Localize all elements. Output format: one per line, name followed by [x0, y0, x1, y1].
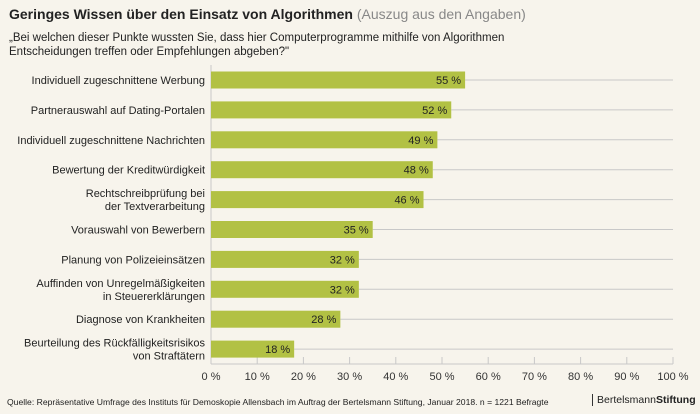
x-tick-label: 60 % [476, 371, 501, 383]
category-label: in Steuererklärungen [103, 291, 205, 303]
bar [211, 161, 433, 179]
survey-question: „Bei welchen dieser Punkte wussten Sie, … [9, 32, 505, 58]
x-tick-label: 10 % [245, 371, 270, 383]
category-label: Planung von Polizeieinsätzen [61, 254, 205, 266]
bar [211, 221, 373, 238]
category-label: Vorauswahl von Bewerbern [71, 225, 205, 237]
bar [211, 101, 452, 119]
logo-part1: Bertelsmann [597, 394, 656, 406]
x-tick-label: 100 % [657, 371, 688, 383]
bar-value-label: 28 % [311, 314, 336, 326]
x-tick-label: 40 % [383, 371, 408, 383]
bar-value-label: 35 % [344, 225, 369, 237]
bar-value-label: 48 % [404, 165, 429, 177]
category-label: Bewertung der Kreditwürdigkeit [52, 165, 205, 177]
bar [211, 191, 424, 209]
bar [211, 250, 359, 268]
bar-value-label: 32 % [330, 284, 355, 296]
category-label: von Straftätern [133, 351, 205, 363]
chart-title: Geringes Wissen über den Einsatz von Alg… [9, 6, 526, 22]
category-label: Individuell zugeschnittene Werbung [32, 75, 205, 87]
bar-value-label: 52 % [422, 105, 447, 117]
x-tick-label: 20 % [291, 371, 316, 383]
title-sub: (Auszug aus den Angaben) [356, 6, 526, 22]
bar-value-label: 46 % [394, 195, 419, 207]
logo-part2: Stiftung [655, 394, 696, 406]
bar [211, 71, 466, 89]
x-tick-label: 0 % [202, 371, 221, 383]
category-label: Diagnose von Krankheiten [76, 314, 205, 326]
bar [211, 340, 295, 358]
category-label: Individuell zugeschnittene Nachrichten [17, 135, 205, 147]
bar-value-label: 32 % [330, 254, 355, 266]
x-tick-label: 50 % [429, 371, 454, 383]
bar-value-label: 55 % [436, 75, 461, 87]
bar [211, 131, 438, 149]
category-label: der Textverarbeitung [105, 201, 205, 213]
category-label: Auffinden von Unregelmäßigkeiten [36, 278, 205, 290]
title-main: Geringes Wissen über den Einsatz von Alg… [9, 6, 353, 22]
x-tick-label: 80 % [568, 371, 593, 383]
x-tick-label: 70 % [522, 371, 547, 383]
bar-value-label: 49 % [408, 135, 433, 147]
source-note: Quelle: Repräsentative Umfrage des Insti… [7, 397, 549, 407]
x-tick-label: 30 % [337, 371, 362, 383]
category-label: Partnerauswahl auf Dating-Portalen [31, 105, 205, 117]
x-tick-label: 90 % [614, 371, 639, 383]
bar-value-label: 18 % [265, 344, 290, 356]
logo: BertelsmannStiftung [592, 394, 696, 406]
bar [211, 310, 341, 328]
category-label: Rechtschreibprüfung bei [86, 188, 205, 200]
category-label: Beurteilung des Rückfälligkeitsrisikos [24, 338, 205, 350]
bar [211, 280, 359, 298]
